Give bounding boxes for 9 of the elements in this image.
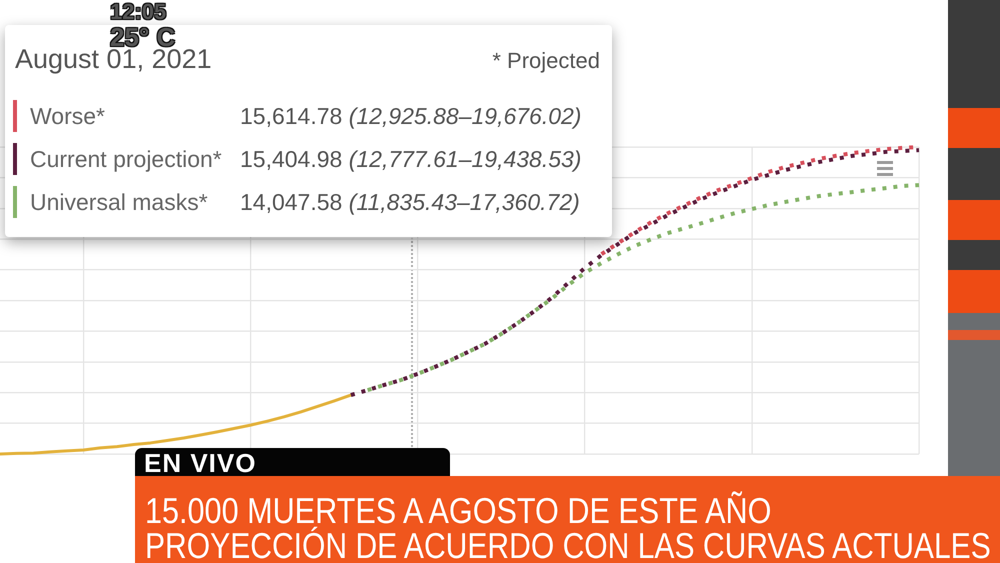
annotation: 14,047.58 (11,835.43–17,360.72) <box>240 189 580 215</box>
text: 15,614.78 (12,925.88–19,676.02) <box>240 103 582 129</box>
legend-label: Universal masks* <box>30 189 208 215</box>
annotation: EN VIVO <box>144 448 256 478</box>
text: 12:05 <box>110 0 166 24</box>
legend-label: Worse* <box>30 103 105 129</box>
legend-label: Current projection* <box>30 146 222 172</box>
annotation: 15,404.98 (12,777.61–19,438.53) <box>240 146 582 172</box>
text: * Projected <box>492 48 600 74</box>
